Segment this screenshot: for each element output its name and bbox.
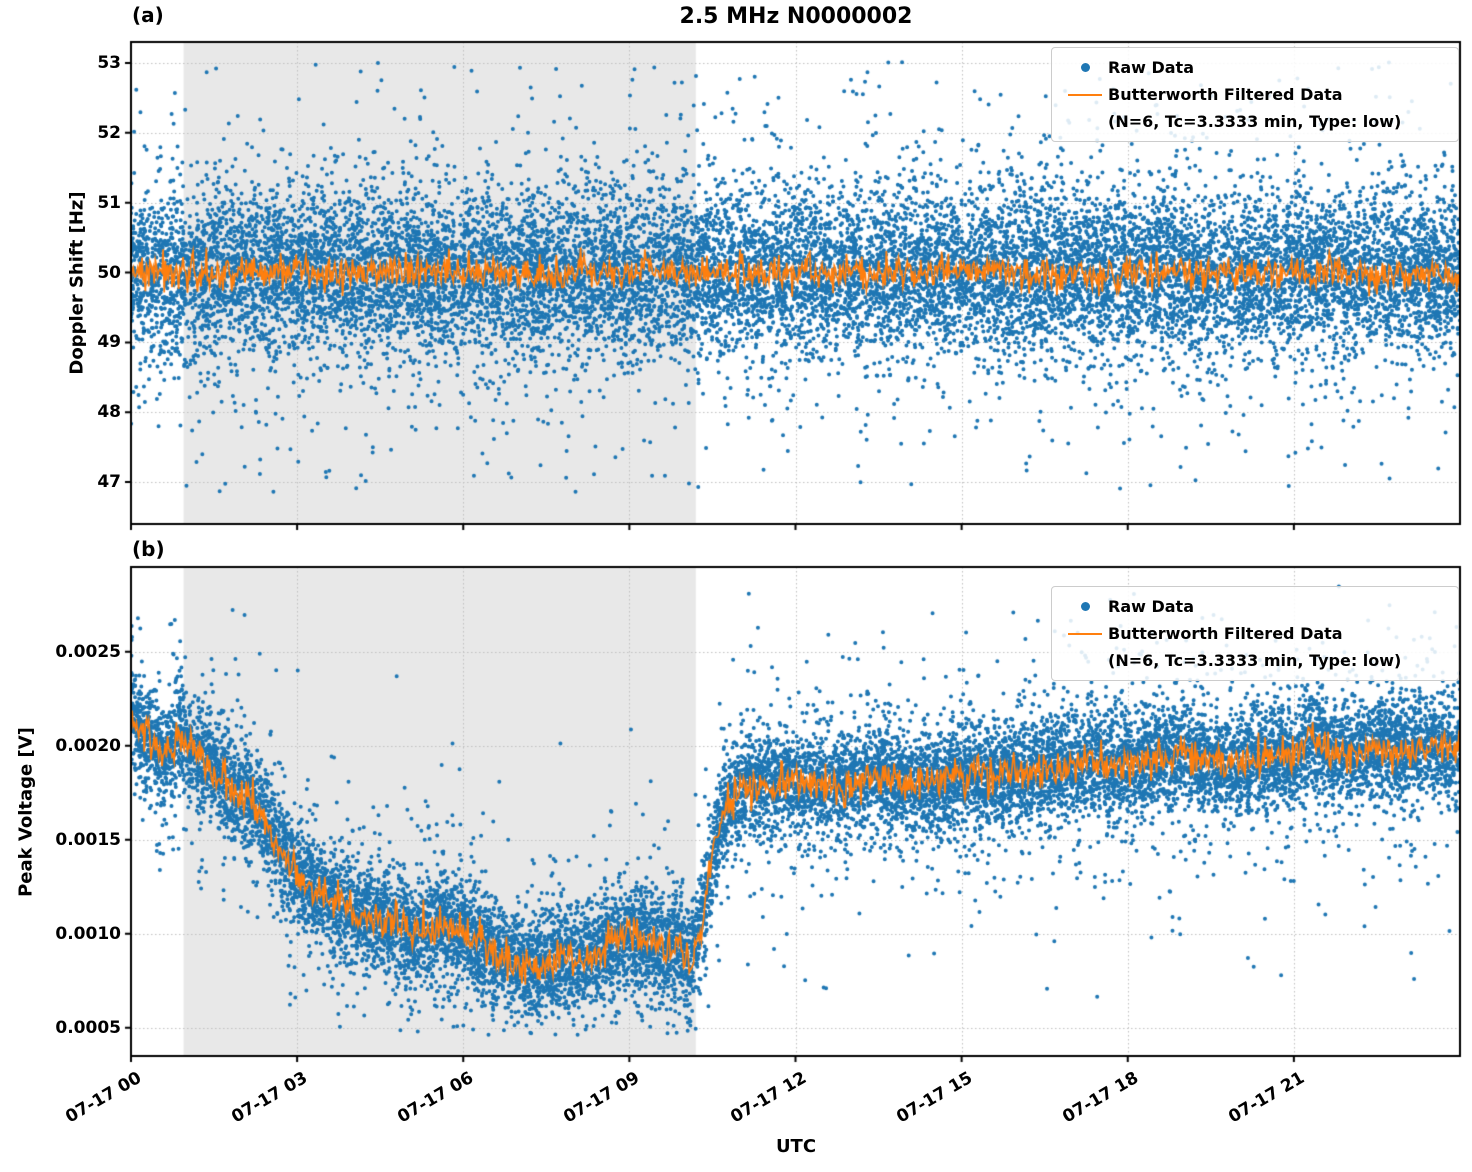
y-tick-label: 0.0020 [55, 735, 121, 756]
y-tick-label: 50 [97, 262, 121, 283]
y-tick-label: 53 [97, 52, 121, 73]
legend-row-raw: Raw Data [1062, 593, 1448, 620]
panel-a-label: (a) [132, 3, 164, 27]
legend-row-filtered-params: (N=6, Tc=3.3333 min, Type: low) [1062, 647, 1448, 674]
y-tick-label: 47 [97, 472, 121, 493]
y-tick-label: 51 [97, 192, 121, 213]
legend-filtered-sublabel: (N=6, Tc=3.3333 min, Type: low) [1108, 651, 1402, 670]
y-tick-label: 52 [97, 122, 121, 143]
chart-title: 2.5 MHz N0000002 [679, 4, 913, 29]
legend-filtered-label: Butterworth Filtered Data [1108, 85, 1343, 104]
raw-marker-icon [1062, 63, 1108, 72]
line-marker-icon [1062, 93, 1108, 96]
panel-b-legend: Raw Data Butterworth Filtered Data (N=6,… [1051, 586, 1459, 681]
legend-row-filtered-params: (N=6, Tc=3.3333 min, Type: low) [1062, 108, 1448, 135]
y-tick-label: 0.0005 [55, 1017, 121, 1038]
panel-b-label: (b) [132, 537, 165, 561]
legend-raw-label: Raw Data [1108, 58, 1194, 77]
legend-row-filtered: Butterworth Filtered Data [1062, 81, 1448, 108]
y-tick-label: 0.0015 [55, 829, 121, 850]
y-tick-label: 49 [97, 332, 121, 353]
legend-filtered-sublabel: (N=6, Tc=3.3333 min, Type: low) [1108, 112, 1402, 131]
legend-row-raw: Raw Data [1062, 54, 1448, 81]
legend-row-filtered: Butterworth Filtered Data [1062, 620, 1448, 647]
legend-filtered-label: Butterworth Filtered Data [1108, 624, 1343, 643]
panel-a-legend: Raw Data Butterworth Filtered Data (N=6,… [1051, 47, 1459, 142]
x-axis-label: UTC [775, 1136, 817, 1157]
y-tick-label: 48 [97, 402, 121, 423]
panel-b-y-axis-label: Peak Voltage [V] [15, 727, 37, 897]
y-tick-label: 0.0010 [55, 923, 121, 944]
panel-a-y-axis-label: Doppler Shift [Hz] [66, 191, 88, 375]
line-marker-icon [1062, 632, 1108, 635]
y-tick-label: 0.0025 [55, 641, 121, 662]
raw-marker-icon [1062, 602, 1108, 611]
legend-raw-label: Raw Data [1108, 597, 1194, 616]
